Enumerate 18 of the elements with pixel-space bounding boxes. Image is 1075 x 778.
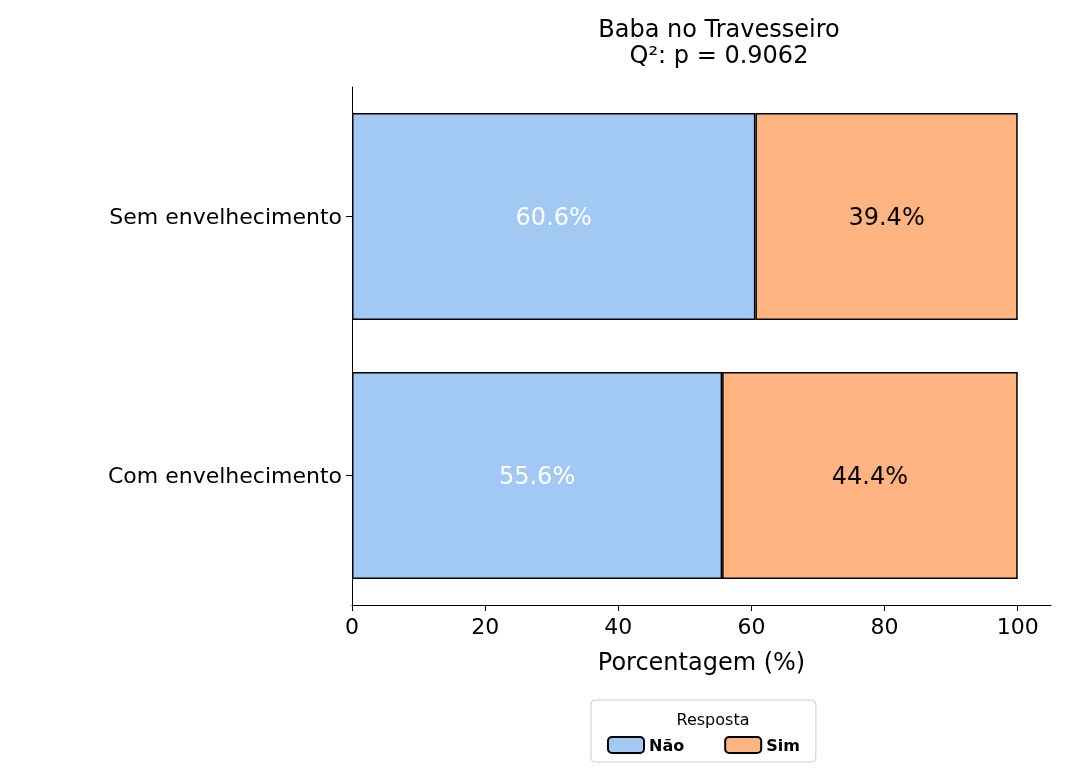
data-label: 44.4% [831,461,909,490]
x-axis-title: Porcentagem (%) [597,648,806,676]
data-label: 55.6% [498,461,576,490]
x-tick-label: 0 [345,613,359,639]
y-tick-label: Sem envelhecimento [109,204,342,229]
x-tick-label: 20 [471,613,500,639]
data-label: 60.6% [515,202,592,231]
x-tick-label: 100 [996,613,1039,639]
chart-subtitle: Q²: p = 0.9062 [629,41,809,69]
legend-label: Sim [766,735,800,755]
legend-title: Resposta [676,709,750,729]
chart-title: Baba no Travesseiro [598,15,840,43]
x-tick-label: 40 [604,613,633,639]
x-tick-label: 60 [737,613,766,639]
y-tick-label: Com envelhecimento [107,463,342,488]
legend-label: Não [649,735,685,755]
x-tick-label: 80 [870,613,899,639]
data-label: 39.4% [848,202,925,231]
